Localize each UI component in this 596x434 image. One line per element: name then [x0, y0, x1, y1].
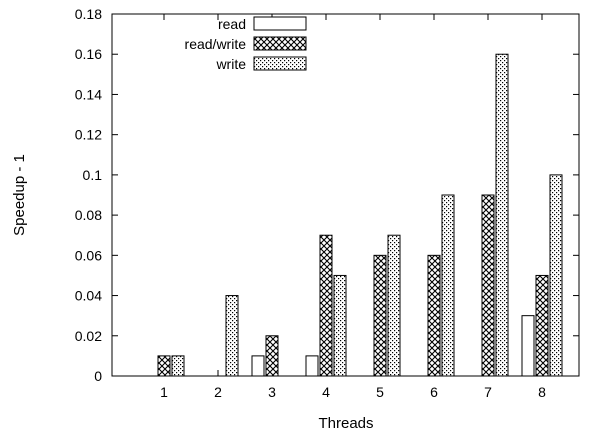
bar-read-write-8 [535, 274, 549, 377]
x-tick-label: 6 [430, 384, 438, 400]
legend-label: read/write [185, 36, 247, 52]
y-tick-label: 0.18 [75, 6, 102, 22]
legend-swatch [253, 16, 307, 31]
y-tick-label: 0 [94, 368, 102, 384]
bar-write-4 [333, 274, 347, 377]
y-axis-ticks: 0 0.02 0.04 0.06 0.08 0.1 0.12 0.14 0.16 0.18 [75, 6, 579, 384]
bar-read-write-5 [373, 254, 387, 377]
legend: read read/write write [185, 16, 307, 72]
bar-read-3 [251, 355, 265, 377]
bar-read-write-3 [265, 335, 279, 377]
bar-write-8 [549, 174, 563, 377]
x-tick-label: 5 [376, 384, 384, 400]
bar-read-write-7 [481, 194, 495, 377]
x-tick-label: 2 [214, 384, 222, 400]
legend-label: read [218, 16, 246, 32]
bar-write-7 [495, 53, 509, 377]
bar-read-8 [521, 315, 535, 377]
bar-write-1 [171, 355, 185, 377]
legend-label: write [215, 56, 246, 72]
bar-write-5 [387, 234, 401, 377]
x-tick-label: 4 [322, 384, 330, 400]
y-tick-label: 0.02 [75, 328, 102, 344]
y-axis-label: Speedup - 1 [11, 154, 28, 236]
x-tick-label: 7 [484, 384, 492, 400]
x-tick-label: 8 [538, 384, 546, 400]
y-tick-label: 0.14 [75, 86, 102, 102]
bars [144, 53, 563, 377]
x-axis-label: Threads [318, 415, 373, 432]
plot-frame [111, 13, 580, 377]
bar-write-2 [225, 295, 239, 377]
legend-swatch [253, 36, 307, 51]
y-tick-label: 0.12 [75, 127, 102, 143]
x-axis-ticks: 1 2 3 4 5 6 7 8 [160, 14, 546, 400]
bar-read-write-4 [319, 234, 333, 377]
bar-read-write-1 [157, 355, 171, 377]
y-tick-label: 0.1 [83, 167, 103, 183]
bar-read-write-6 [427, 254, 441, 377]
bar-read-4 [305, 355, 319, 377]
y-tick-label: 0.06 [75, 247, 102, 263]
y-tick-label: 0.16 [75, 46, 102, 62]
y-tick-label: 0.04 [75, 288, 102, 304]
bar-write-6 [441, 194, 455, 377]
y-tick-label: 0.08 [75, 207, 102, 223]
legend-swatch [253, 56, 307, 71]
x-tick-label: 1 [160, 384, 168, 400]
x-tick-label: 3 [268, 384, 276, 400]
